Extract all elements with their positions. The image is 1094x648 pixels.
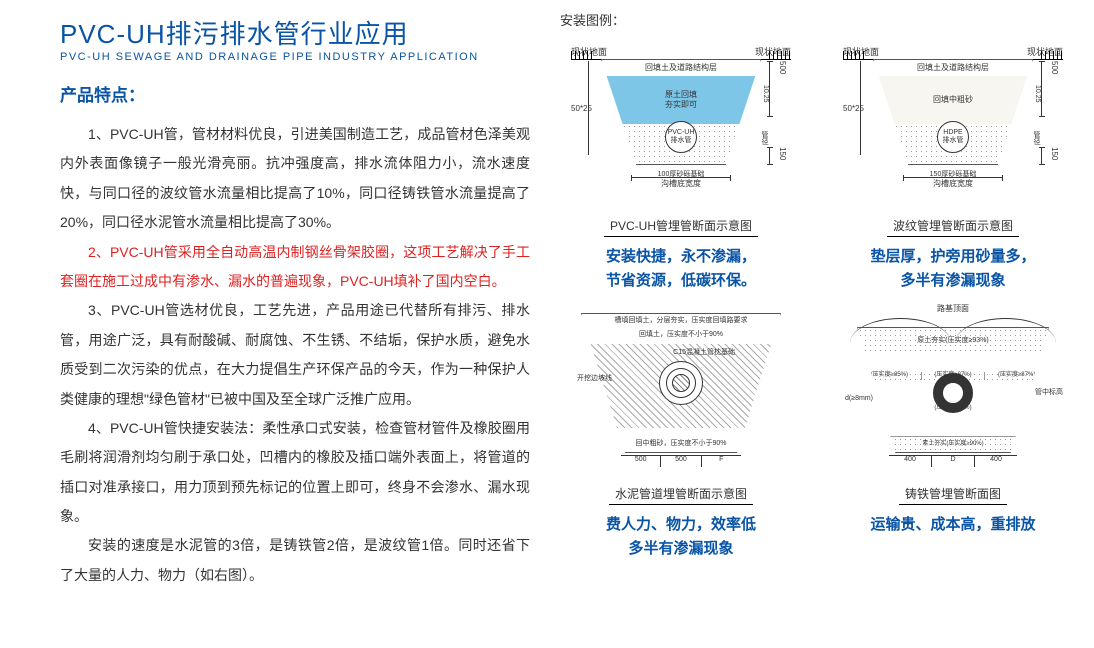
dim-side-l: 10.25	[1034, 85, 1041, 103]
dig-label: 开挖边坡线	[577, 373, 612, 383]
top-layer-label: 回填土及道路结构层	[602, 60, 760, 76]
feature-item: 2、PVC-UH管采用全自动高温内制钢丝骨架胶圈，这项工艺解决了手工套圈在施工过…	[60, 238, 530, 297]
pipe-label2: 排水管	[671, 137, 692, 145]
diagram-pvcuh: 现状地面 现状地面 50*25 回填土及道路结构层 原土回填 夯实即可 PVC-…	[560, 35, 802, 293]
diagram-note: 垫层厚，护旁用砂量多， 多半有渗漏现象	[870, 245, 1035, 293]
dim-side-r: 管径	[759, 131, 769, 145]
feature-item: 1、PVC-UH管，管材材料优良，引进美国制造工艺，成品管材色泽美观内外表面像镜…	[60, 120, 530, 238]
dim-seg: 400	[889, 456, 932, 467]
dim-seg: 500	[621, 456, 661, 467]
diagram-caption: 波纹管埋管断面示意图	[887, 217, 1019, 237]
diagram-cement: 槽填回填土，分层夯实，压实度回填路要求 回填土，压实度不小于90% 回中粗砂，压…	[560, 303, 802, 561]
diagram-castiron: 路基顶面 原土夯实(压实度≥93%) (压实度≥85%) (压实度≥87%) (…	[832, 303, 1074, 561]
ground-hatch	[843, 51, 865, 59]
feature-item: 安装的速度是水泥管的3倍，是铸铁管2倍，是波纹管1倍。同时还省下了大量的人力、物…	[60, 531, 530, 590]
pipe-outer	[933, 373, 973, 413]
ground-hatch	[1041, 51, 1063, 59]
diagram-note: 运输贵、成本高，重排放	[870, 513, 1035, 537]
bottom-dims: 500 500 F	[621, 455, 741, 467]
page-subtitle: PVC-UH SEWAGE AND DRAINAGE PIPE INDUSTRY…	[60, 51, 530, 63]
dim-left: 50*25	[847, 61, 861, 155]
d-label: d(≥8mm)	[845, 395, 873, 402]
trench: 原土夯实(压实度≥93%) (压实度≥85%) (压实度≥87%) (压实度≥8…	[857, 327, 1049, 453]
dim-left: 50*25	[575, 61, 589, 155]
pipe-label1: PVC-UH	[668, 129, 695, 137]
pipe: HDPE 排水管	[937, 121, 969, 153]
diagram-caption: 铸铁管埋管断面图	[899, 485, 1007, 505]
trench: 回填土及道路结构层 原土回填 夯实即可 PVC-UH 排水管	[601, 59, 761, 165]
pipe: PVC-UH 排水管	[665, 121, 697, 153]
diagram-drawing: 槽填回填土，分层夯实，压实度回填路要求 回填土，压实度不小于90% 回中粗砂，压…	[571, 303, 791, 483]
dim-seg: D	[932, 456, 975, 467]
diagram-drawing: 现状地面 现状地面 50*25 回填土及道路结构层 回填中粗砂 HDPE 排水管	[843, 35, 1063, 215]
dim-seg: 400	[975, 456, 1017, 467]
dim-500: 500	[1041, 61, 1059, 117]
top-label: 槽填回填土，分层夯实，压实度回填路要求	[582, 314, 780, 328]
dim-150: 150	[1041, 147, 1059, 165]
dim-500: 500	[769, 61, 787, 117]
trench-width: 沟槽底宽度	[631, 177, 731, 187]
fill-layer: 原土回填 夯实即可	[602, 76, 760, 124]
page-title: PVC-UH排污排水管行业应用	[60, 14, 530, 51]
row-r: (压实度≥87%)	[985, 372, 1048, 379]
pipe-label2: 排水管	[943, 137, 964, 145]
trench: 回填土及道路结构层 回填中粗砂 HDPE 排水管	[873, 59, 1033, 165]
trench-width: 沟槽底宽度	[903, 177, 1003, 187]
diagram-corrugated: 现状地面 现状地面 50*25 回填土及道路结构层 回填中粗砂 HDPE 排水管	[832, 35, 1074, 293]
mid-label: 回填土，压实度不小于90%	[582, 328, 780, 342]
diagram-note: 安装快捷，永不渗漏， 节省资源，低碳环保。	[606, 245, 756, 293]
bottom-dims: 400 D 400	[889, 455, 1017, 467]
right-column: 安装图例： 现状地面 现状地面 50*25 回填土及道路结构层 原土回填 夯实即…	[550, 10, 1074, 638]
diagram-caption: PVC-UH管埋管断面示意图	[604, 217, 758, 237]
diagram-grid: 现状地面 现状地面 50*25 回填土及道路结构层 原土回填 夯实即可 PVC-…	[560, 35, 1074, 561]
diagram-drawing: 路基顶面 原土夯实(压实度≥93%) (压实度≥85%) (压实度≥87%) (…	[843, 303, 1063, 483]
install-label: 安装图例：	[560, 10, 1074, 29]
ground-hatch	[769, 51, 791, 59]
diagram-drawing: 现状地面 现状地面 50*25 回填土及道路结构层 原土回填 夯实即可 PVC-…	[571, 35, 791, 215]
pipe-inner	[942, 382, 964, 404]
feature-item: 3、PVC-UH管选材优良，工艺先进，产品用途已代替所有排污、排水管，用途广泛，…	[60, 296, 530, 414]
dim-side-l: 10.25	[762, 85, 769, 103]
bottom-label: 回中粗砂，压实度不小于90%	[582, 436, 780, 452]
trench: 槽填回填土，分层夯实，压实度回填路要求 回填土，压实度不小于90% 回中粗砂，压…	[581, 313, 781, 453]
center-label: 管中标高	[1035, 387, 1063, 397]
diagram-caption: 水泥管道埋管断面示意图	[609, 485, 753, 505]
fill-layer: 回填中粗砂	[874, 76, 1032, 124]
ground-hatch	[571, 51, 593, 59]
dim-seg: 500	[661, 456, 701, 467]
row-l: (压实度≥85%)	[858, 372, 922, 379]
left-column: PVC-UH排污排水管行业应用 PVC-UH SEWAGE AND DRAINA…	[60, 10, 550, 638]
c15-label: C15混凝土管枕基础	[673, 347, 735, 357]
top-layer-label: 回填土及道路结构层	[874, 60, 1032, 76]
dim-150: 150	[769, 147, 787, 165]
dim-seg: F	[702, 456, 741, 467]
dim-side-r: 管径	[1031, 131, 1041, 145]
road-label: 路基顶面	[937, 303, 969, 314]
diagram-note: 费人力、物力，效率低 多半有渗漏现象	[606, 513, 756, 561]
features-heading: 产品特点：	[60, 81, 530, 106]
feature-item: 4、PVC-UH管快捷安装法：柔性承口式安装，检查管材管件及橡胶圈用毛刷将润滑剂…	[60, 414, 530, 532]
pipe-outer	[659, 361, 703, 405]
pipe-label1: HDPE	[943, 129, 962, 137]
pipe-hatch	[672, 374, 690, 392]
base: 素土夯实(压实度≥90%)	[858, 436, 1048, 452]
top-fill: 原土夯实(压实度≥93%)	[858, 328, 1048, 354]
